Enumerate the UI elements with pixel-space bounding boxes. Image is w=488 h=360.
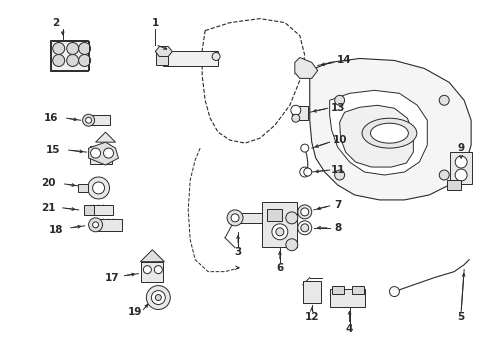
Circle shape xyxy=(146,285,170,310)
Circle shape xyxy=(53,42,64,54)
Text: 5: 5 xyxy=(457,312,464,323)
Text: 2: 2 xyxy=(52,18,59,28)
Bar xyxy=(94,219,122,231)
Bar xyxy=(156,51,168,66)
Circle shape xyxy=(297,205,311,219)
Polygon shape xyxy=(95,132,115,142)
Text: 19: 19 xyxy=(128,307,142,318)
Text: 13: 13 xyxy=(330,103,344,113)
Polygon shape xyxy=(140,250,164,262)
Bar xyxy=(262,202,297,247)
Text: 6: 6 xyxy=(276,263,283,273)
Circle shape xyxy=(82,114,94,126)
Circle shape xyxy=(290,105,300,115)
Bar xyxy=(78,184,87,192)
Circle shape xyxy=(154,266,162,274)
Ellipse shape xyxy=(370,123,407,143)
Circle shape xyxy=(275,228,283,236)
Bar xyxy=(302,280,320,302)
Text: 9: 9 xyxy=(457,143,464,153)
Bar xyxy=(163,50,217,67)
Text: 12: 12 xyxy=(304,312,318,323)
Circle shape xyxy=(92,222,99,228)
Bar xyxy=(264,210,278,226)
Polygon shape xyxy=(309,58,470,200)
Circle shape xyxy=(299,167,309,177)
Polygon shape xyxy=(339,105,412,167)
Polygon shape xyxy=(88,142,118,165)
Circle shape xyxy=(438,95,448,105)
Text: 1: 1 xyxy=(151,18,159,28)
Circle shape xyxy=(90,148,101,158)
Circle shape xyxy=(103,148,113,158)
Circle shape xyxy=(285,239,297,251)
Circle shape xyxy=(300,224,308,232)
Circle shape xyxy=(297,221,311,235)
Circle shape xyxy=(79,42,90,54)
Bar xyxy=(331,285,343,293)
Circle shape xyxy=(87,177,109,199)
Circle shape xyxy=(334,170,344,180)
Text: 18: 18 xyxy=(48,225,63,235)
Circle shape xyxy=(85,117,91,123)
Ellipse shape xyxy=(361,118,416,148)
Text: 15: 15 xyxy=(45,145,60,155)
Circle shape xyxy=(454,156,466,168)
Bar xyxy=(88,205,112,215)
Circle shape xyxy=(143,266,151,274)
Bar xyxy=(141,262,163,282)
Bar xyxy=(89,146,111,164)
Bar xyxy=(291,106,307,120)
Text: 10: 10 xyxy=(332,135,346,145)
Circle shape xyxy=(92,182,104,194)
Text: 21: 21 xyxy=(41,203,56,213)
Bar xyxy=(50,40,87,71)
Text: 14: 14 xyxy=(337,55,351,66)
Circle shape xyxy=(66,54,79,67)
Polygon shape xyxy=(155,46,172,57)
Polygon shape xyxy=(294,58,317,78)
Text: 7: 7 xyxy=(333,200,341,210)
Circle shape xyxy=(230,214,239,222)
Bar xyxy=(329,289,364,306)
Circle shape xyxy=(88,218,102,232)
Text: 3: 3 xyxy=(234,247,241,257)
Circle shape xyxy=(388,287,399,297)
Text: 11: 11 xyxy=(330,165,344,175)
Text: 4: 4 xyxy=(345,324,352,334)
Circle shape xyxy=(300,144,308,152)
Circle shape xyxy=(53,54,64,67)
Text: 8: 8 xyxy=(333,223,341,233)
Circle shape xyxy=(226,210,243,226)
Polygon shape xyxy=(329,90,427,175)
Bar xyxy=(447,180,460,190)
Circle shape xyxy=(155,294,161,301)
Bar xyxy=(351,285,363,293)
Circle shape xyxy=(334,95,344,105)
Circle shape xyxy=(291,114,299,122)
Circle shape xyxy=(271,224,287,240)
Bar xyxy=(87,115,109,125)
Text: 17: 17 xyxy=(105,273,120,283)
Bar xyxy=(449,152,471,184)
Text: 20: 20 xyxy=(41,178,56,188)
Circle shape xyxy=(66,42,79,54)
Circle shape xyxy=(212,53,220,60)
Bar xyxy=(229,213,274,223)
Circle shape xyxy=(438,170,448,180)
Text: 16: 16 xyxy=(43,113,58,123)
Circle shape xyxy=(454,169,466,181)
Circle shape xyxy=(79,54,90,67)
Bar xyxy=(83,205,93,215)
Bar xyxy=(267,209,282,221)
Circle shape xyxy=(300,208,308,216)
Circle shape xyxy=(151,291,165,305)
Circle shape xyxy=(285,212,297,224)
Circle shape xyxy=(303,168,311,176)
